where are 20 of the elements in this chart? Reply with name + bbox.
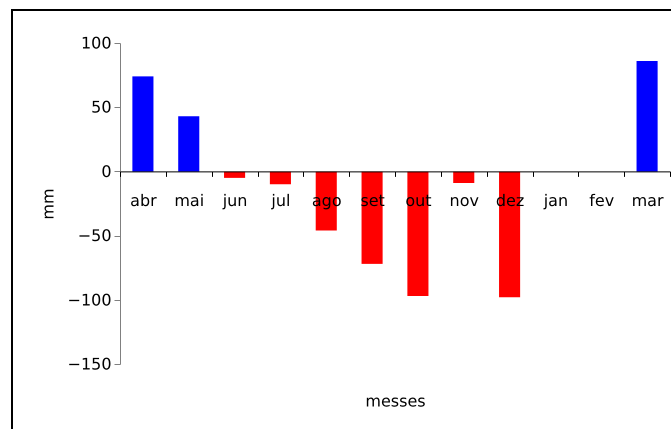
bar	[453, 171, 474, 183]
x-tick-label: fev	[589, 190, 614, 210]
y-tick-label: 50	[91, 98, 112, 117]
y-tick-label: −150	[68, 354, 112, 374]
bar	[132, 76, 154, 172]
x-tick-label: jul	[270, 190, 290, 210]
x-tick-label: jun	[222, 190, 248, 210]
y-tick-label: −50	[78, 226, 112, 246]
y-tick-label: 0	[101, 162, 112, 181]
x-tick-label: mar	[632, 190, 664, 210]
bar	[636, 60, 658, 172]
y-axis-title: mm	[38, 188, 58, 220]
x-tick-label: nov	[450, 190, 479, 210]
x-tick-label: abr	[130, 190, 158, 210]
y-tick-label: −100	[68, 290, 112, 310]
bar	[178, 116, 200, 172]
x-tick-label: jan	[542, 190, 568, 210]
y-tick-label: 100	[80, 34, 112, 52]
x-axis-title: messes	[365, 392, 426, 410]
x-tick-label: mai	[174, 190, 204, 210]
